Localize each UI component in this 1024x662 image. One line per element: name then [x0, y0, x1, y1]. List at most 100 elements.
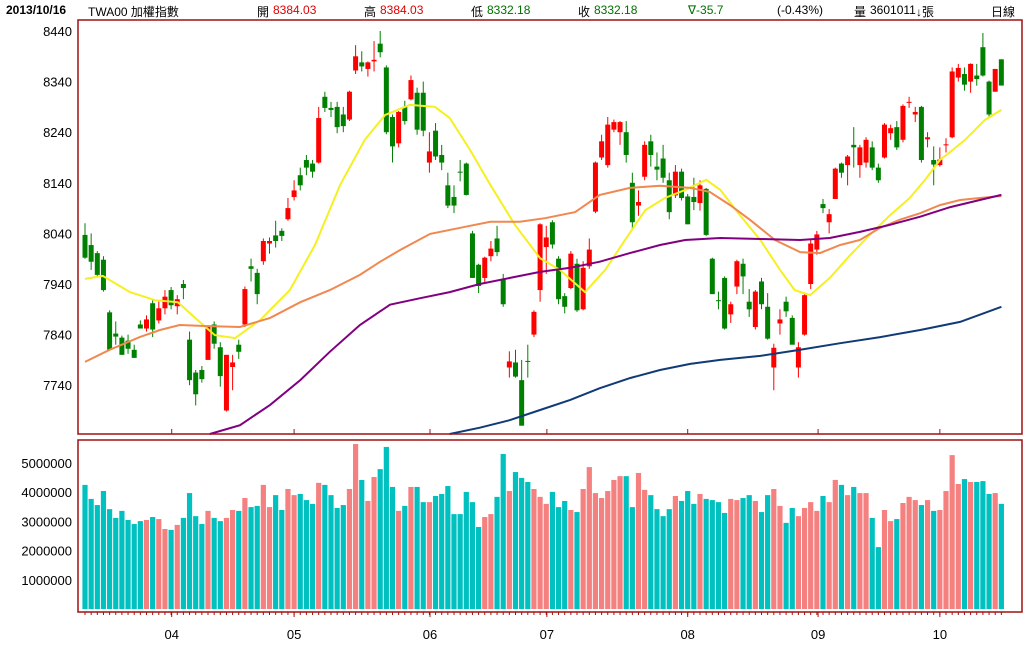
quote-header: 2013/10/16 TWA00 加權指數 開 8384.03 高 8384.0… — [0, 0, 1024, 19]
candle-up — [617, 122, 623, 133]
volume-bar — [482, 517, 488, 609]
volume-bar — [894, 519, 900, 609]
candle-down — [402, 106, 408, 122]
candle-up — [826, 214, 832, 223]
volume-bar — [814, 510, 820, 609]
candle-down — [494, 238, 500, 253]
period-label[interactable]: 日線 — [991, 5, 1016, 19]
volume-bar — [389, 486, 396, 609]
volume-bar — [937, 510, 943, 609]
candle-up — [144, 319, 149, 329]
volume-bar — [408, 486, 414, 609]
candle-up — [642, 144, 648, 177]
volume-value: 3601011 — [870, 3, 916, 17]
candle-down — [660, 158, 666, 178]
volume-bar — [519, 477, 525, 609]
candle-up — [912, 111, 918, 115]
candle-down — [765, 306, 771, 339]
moving-average-orange — [84, 184, 1002, 363]
candle-up — [482, 257, 488, 278]
candle-up — [636, 202, 641, 206]
volume-bar — [808, 502, 814, 609]
candle-down — [420, 92, 426, 131]
moving-average-yellow — [84, 103, 1002, 340]
candle-down — [746, 301, 752, 310]
candle-down — [414, 92, 420, 130]
price-tick-label: 7840 — [43, 328, 72, 343]
moving-average-blue — [449, 305, 1002, 435]
candle-up — [752, 291, 758, 328]
candle-down — [297, 175, 303, 186]
open-label: 開 — [257, 5, 270, 19]
volume-bar — [543, 503, 549, 609]
candle-down — [457, 171, 463, 173]
candle-down — [562, 296, 568, 307]
candle-down — [722, 277, 728, 329]
volume-bar — [100, 491, 107, 609]
candle-up — [488, 248, 494, 257]
volume-bar — [666, 509, 672, 609]
candle-up — [808, 243, 814, 284]
volume-bar — [353, 444, 359, 609]
candle-down — [168, 290, 174, 306]
volume-bar — [968, 481, 974, 609]
candle-up — [267, 240, 272, 244]
month-label: 07 — [540, 627, 554, 642]
month-label: 10 — [933, 627, 947, 642]
volume-bar — [691, 503, 697, 609]
volume-bar — [377, 469, 383, 609]
volume-bar — [617, 476, 623, 609]
volume-bar — [765, 495, 771, 609]
volume-bar — [875, 547, 881, 609]
volume-bar — [137, 521, 143, 609]
candle-down — [334, 106, 340, 128]
candle-down — [549, 222, 555, 245]
volume-bar — [273, 495, 279, 609]
candle-up — [531, 311, 537, 335]
volume-axis: 5000000 4000000 3000000 2000000 1000000 — [21, 456, 72, 588]
volume-bar — [832, 479, 838, 609]
candle-down — [303, 160, 309, 168]
volume-bar — [758, 512, 765, 609]
candle-down — [340, 114, 346, 127]
volume-bar — [974, 481, 980, 609]
volume-bar — [924, 500, 931, 609]
volume-label: 量 — [854, 5, 867, 19]
candle-down — [623, 132, 629, 155]
candle-up — [672, 171, 678, 196]
volume-bar — [291, 495, 297, 609]
candle-down — [328, 107, 334, 110]
candle-up — [599, 141, 605, 158]
candle-down — [469, 233, 475, 278]
open-value: 8384.03 — [273, 3, 317, 17]
candle-up — [925, 137, 931, 140]
volume-bar — [998, 503, 1004, 609]
volume-bar — [512, 472, 519, 609]
volume-bar — [402, 505, 408, 609]
volume-bar — [648, 495, 654, 609]
candle-up — [230, 362, 236, 367]
volume-bar — [623, 476, 629, 609]
close-value: 8332.18 — [594, 3, 638, 17]
volume-bar — [709, 500, 715, 609]
candle-up — [162, 296, 168, 309]
candle-down — [187, 339, 193, 381]
volume-bar — [119, 510, 125, 609]
volume-bar — [125, 519, 131, 609]
candle-down — [820, 204, 826, 209]
change-percent: (-0.43%) — [777, 3, 824, 17]
volume-bar — [162, 528, 168, 609]
candle-up — [543, 237, 549, 248]
volume-tick-label: 2000000 — [21, 544, 72, 559]
change-value: ∇-35.7 — [688, 3, 724, 17]
volume-bar — [826, 502, 832, 609]
volume-bar — [180, 517, 186, 609]
symbol-name: TWA00 加權指數 — [88, 5, 179, 19]
volume-bar — [500, 453, 506, 609]
candle-up — [611, 122, 617, 130]
volume-bar — [143, 519, 150, 609]
volume-bar — [881, 510, 888, 609]
volume-bar — [174, 524, 180, 609]
candle-down — [310, 163, 316, 172]
